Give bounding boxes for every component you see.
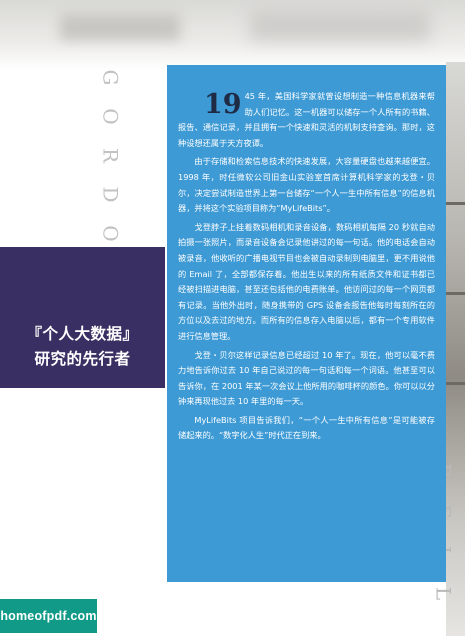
paragraph-text: 45 年，美国科学家就曾设想制造一种信息机器来帮助人们记忆。这一机器可以储存一个…	[178, 91, 435, 148]
article-paragraph: 19 45 年，美国科学家就曾设想制造一种信息机器来帮助人们记忆。这一机器可以储存…	[178, 89, 435, 151]
title-line-1: 『个人大数据』	[26, 324, 139, 343]
article-paragraph: 戈登・贝尔这样记录信息已经超过 10 年了。现在，他可以毫不费力地告诉你过去 1…	[178, 349, 435, 407]
letter: R	[98, 147, 123, 164]
article-paragraph: 戈登脖子上挂着数码相机和录音设备，数码相机每隔 20 秒就自动拍摄一张照片，而录…	[178, 221, 435, 341]
background-photo-right	[446, 62, 465, 636]
letter: G	[98, 69, 123, 86]
watermark-label: homeofpdf.com	[0, 599, 97, 633]
letter: O	[98, 225, 123, 242]
letter: D	[98, 186, 123, 203]
article-body: 19 45 年，美国科学家就曾设想制造一种信息机器来帮助人们记忆。这一机器可以储存…	[178, 89, 435, 447]
title-text-holder: 『个人大数据』 研究的先行者	[0, 247, 165, 388]
dropcap: 19	[204, 89, 242, 120]
letter: L	[431, 586, 456, 601]
title-band	[0, 247, 165, 388]
article-panel: 19 45 年，美国科学家就曾设想制造一种信息机器来帮助人们记忆。这一机器可以储存…	[167, 65, 446, 582]
letter: O	[98, 108, 123, 125]
article-paragraph: MyLifeBits 项目告诉我们，“一个人一生中所有信息”是可能被存储起来的。…	[178, 414, 435, 441]
title-line-2: 研究的先行者	[34, 349, 131, 368]
article-paragraph: 由于存储和检索信息技术的快速发展，大容量硬盘也越来越便宜。1998 年，时任微软…	[178, 156, 435, 214]
background-photo-top	[0, 0, 465, 70]
